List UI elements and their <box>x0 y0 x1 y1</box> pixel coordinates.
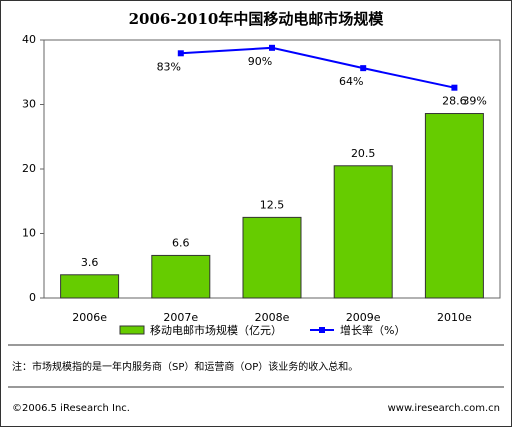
bar <box>333 165 393 299</box>
legend-label: 移动电邮市场规模（亿元） <box>150 323 282 337</box>
y-tick-label: 10 <box>22 227 36 240</box>
x-tick-label: 2010e <box>437 311 472 324</box>
line-marker <box>177 50 184 57</box>
y-tick-label: 30 <box>22 98 36 111</box>
line-marker <box>451 84 458 91</box>
data-label: 6.6 <box>172 236 190 249</box>
x-tick-label: 2009e <box>346 311 381 324</box>
data-label: 28.6 <box>442 95 467 108</box>
bar <box>242 216 302 299</box>
legend-label: 增长率（%） <box>340 323 405 337</box>
copyright: ©2006.5 iResearch Inc. <box>12 403 130 414</box>
website: www.iresearch.com.cn <box>388 403 500 414</box>
data-label: 12.5 <box>260 198 285 211</box>
line-marker <box>360 65 367 72</box>
data-label: 64% <box>339 75 363 88</box>
x-tick-label: 2008e <box>255 311 290 324</box>
x-tick-label: 2007e <box>163 311 198 324</box>
x-tick-label: 2006e <box>72 311 107 324</box>
y-tick-label: 20 <box>22 162 36 175</box>
note: 注：市场规模指的是一年内服务商（SP）和运营商（OP）该业务的收入总和。 <box>12 360 358 373</box>
legend-swatch <box>119 325 145 335</box>
chart-title: 2006-2010年中国移动电邮市场规模 <box>129 10 385 28</box>
bar <box>424 113 484 299</box>
data-label: 20.5 <box>351 147 376 160</box>
legend-swatch <box>319 327 325 333</box>
y-tick-label: 0 <box>29 291 36 304</box>
bar <box>151 254 211 299</box>
bar <box>60 274 120 299</box>
data-label: 3.6 <box>81 256 99 269</box>
data-label: 90% <box>248 55 272 68</box>
line-marker <box>269 44 275 51</box>
data-label: 39% <box>462 95 486 108</box>
y-tick-label: 40 <box>22 33 36 46</box>
line <box>180 46 455 89</box>
data-label: 83% <box>157 60 181 73</box>
